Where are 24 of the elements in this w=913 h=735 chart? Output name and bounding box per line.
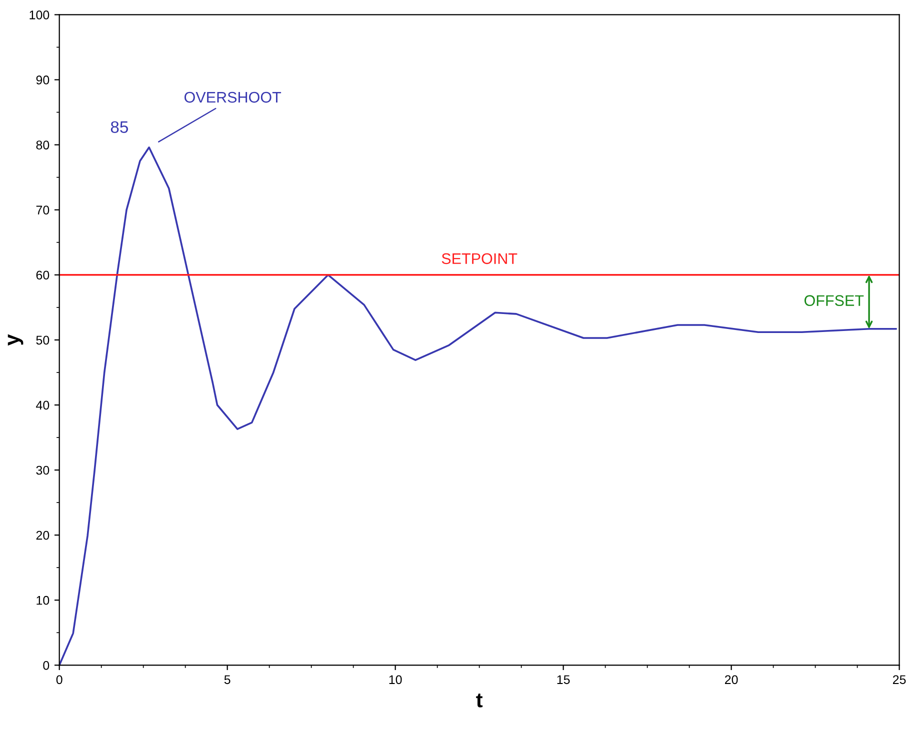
annotation: OVERSHOOT: [184, 92, 282, 103]
x-axis-title: t: [476, 694, 483, 708]
x-tick-label: 0: [56, 675, 62, 684]
y-tick-label: 50: [36, 336, 50, 345]
y-tick-label: 10: [36, 596, 50, 605]
y-tick-label: 100: [30, 10, 50, 20]
x-tick-label: 25: [892, 675, 906, 684]
line-series: [59, 146, 897, 666]
annotation: 85: [110, 121, 128, 133]
x-tick-label: 5: [224, 675, 230, 684]
x-tick-label: 10: [389, 675, 402, 684]
y-tick-label: 60: [36, 270, 50, 280]
x-tick-label: 20: [724, 675, 738, 684]
y-tick-label: 80: [36, 140, 50, 150]
y-tick-label: 70: [36, 206, 50, 214]
y-tick-label: 30: [36, 466, 50, 475]
y-tick-label: 90: [36, 76, 50, 84]
annotation: OFFSET: [804, 295, 864, 306]
ref-line-label: SETPOINT: [442, 253, 518, 264]
y-tick-label: 0: [43, 660, 50, 670]
y-tick-label: 20: [36, 530, 50, 540]
y-axis-title: y: [8, 334, 24, 346]
y-tick-label: 40: [36, 400, 50, 410]
x-tick-label: 15: [557, 675, 570, 684]
